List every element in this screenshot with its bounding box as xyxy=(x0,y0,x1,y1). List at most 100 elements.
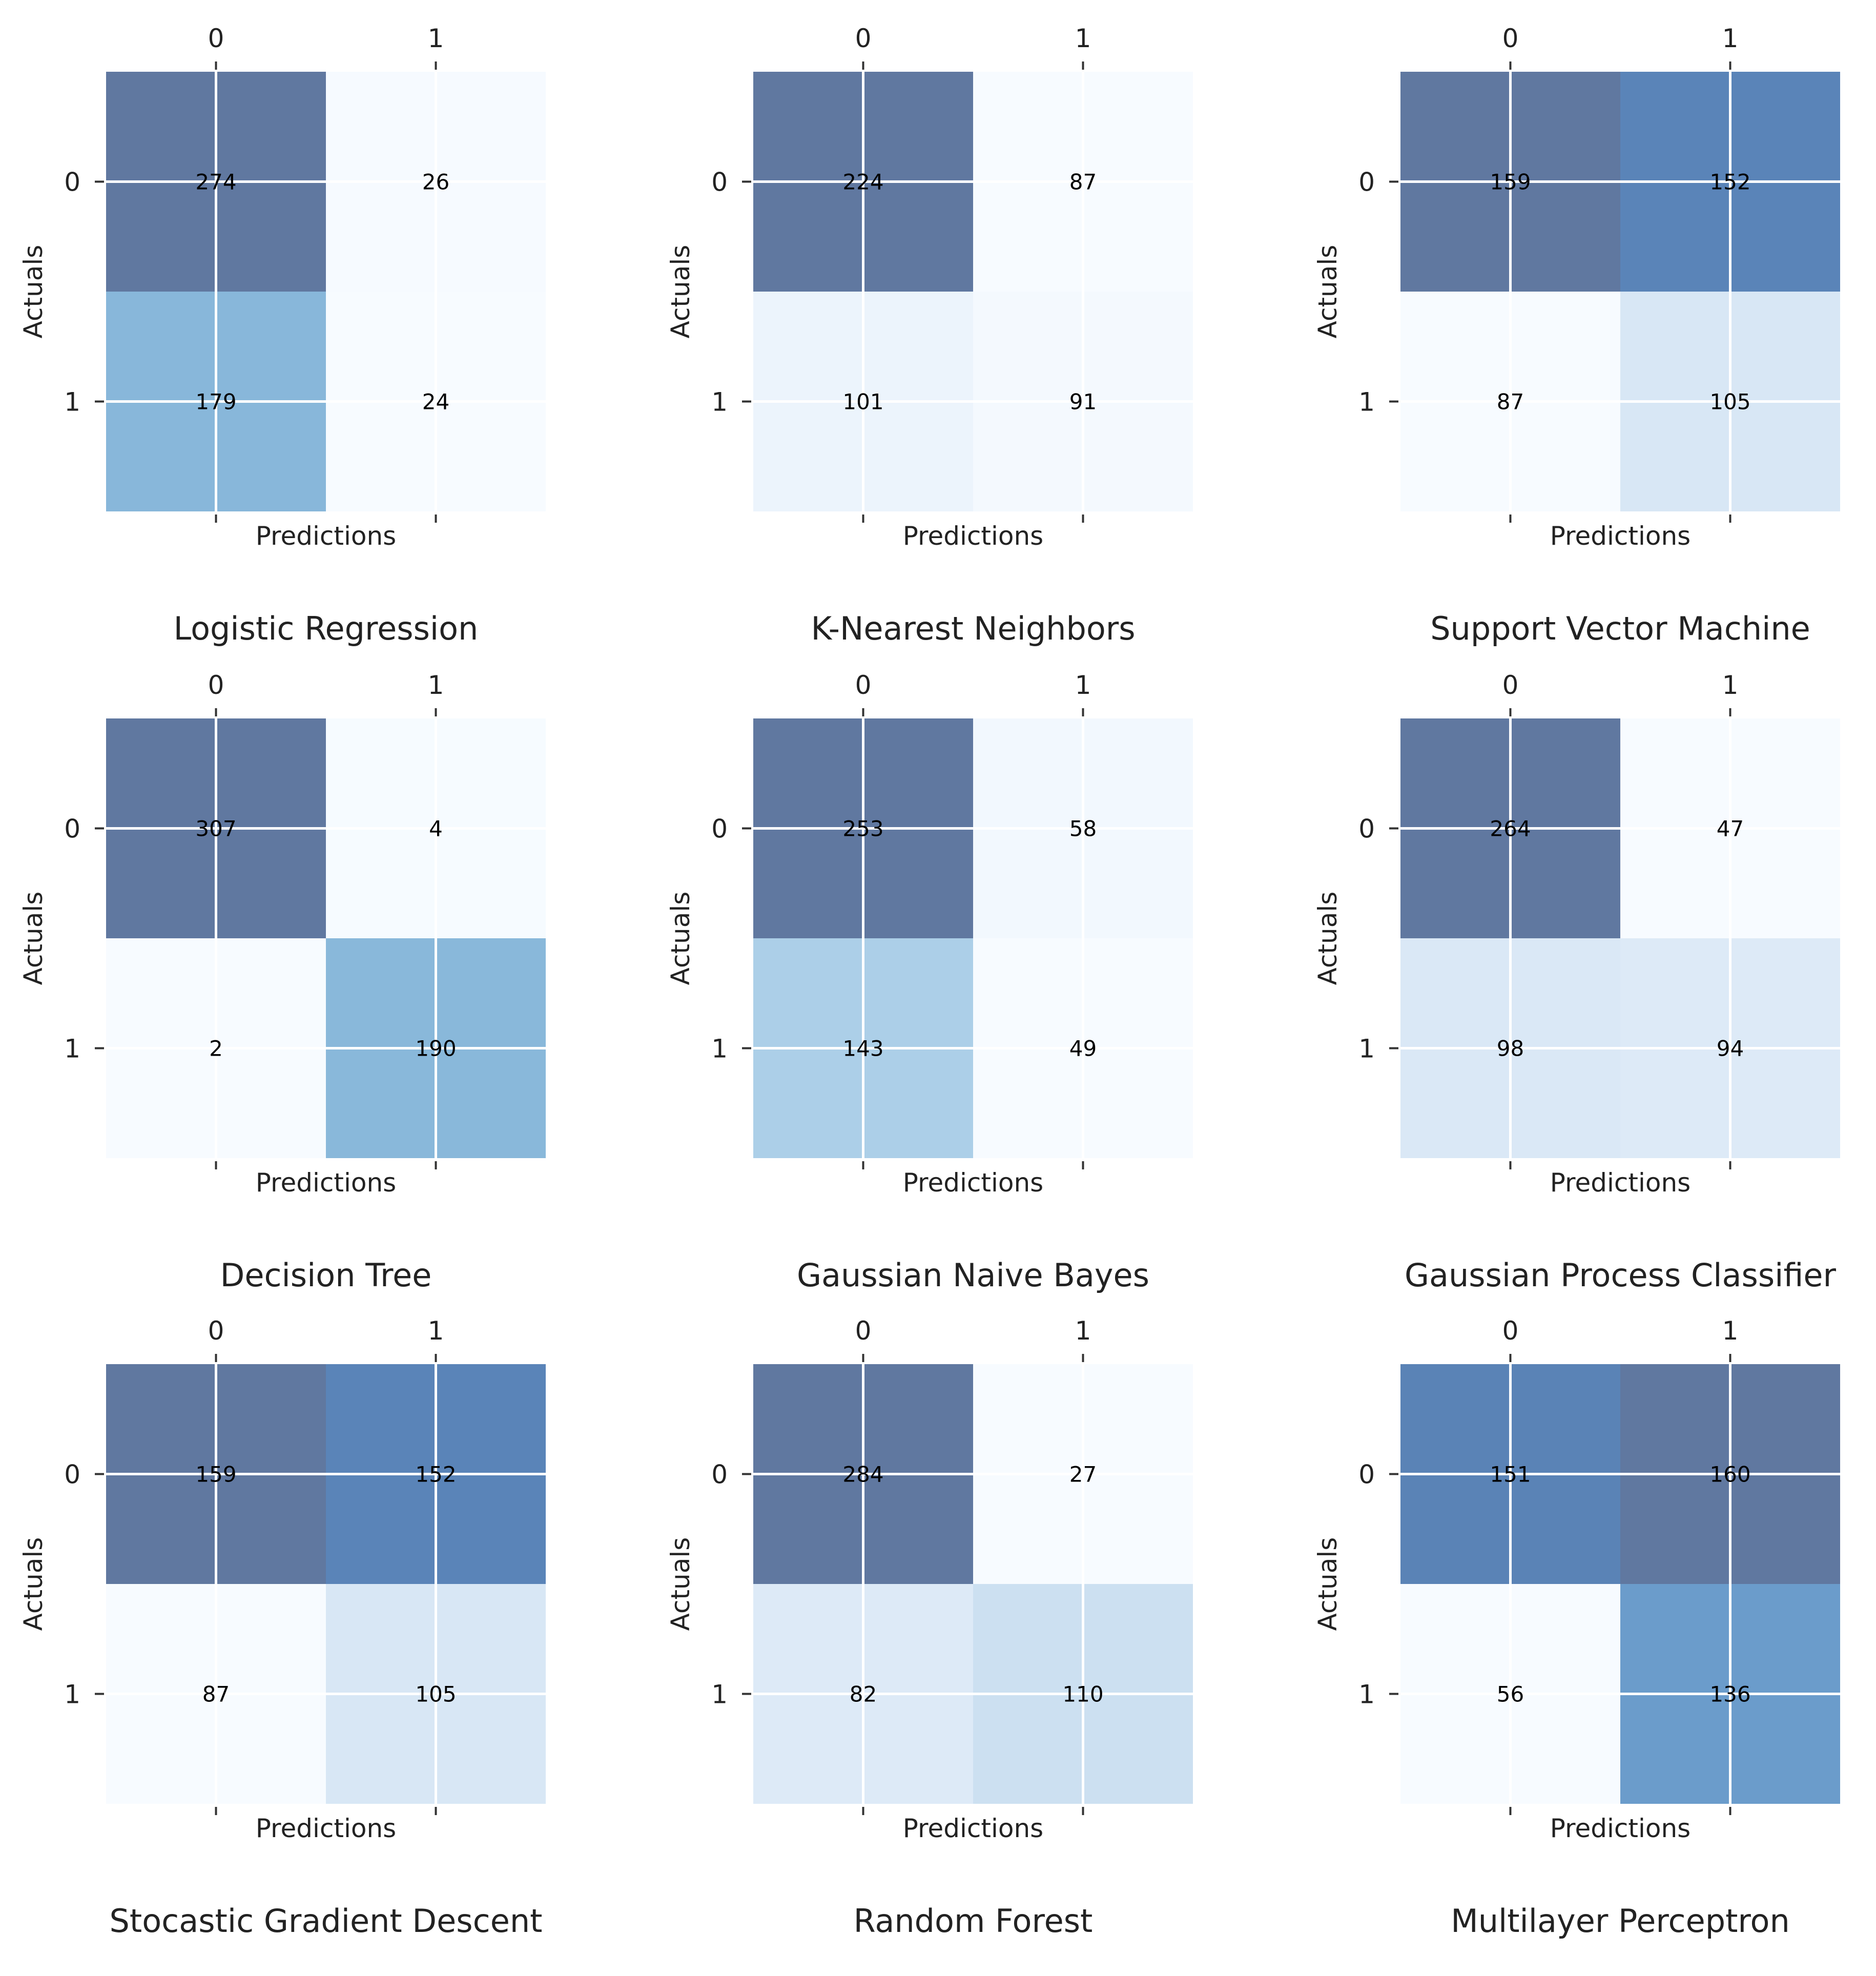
x-tick-label-top: 0 xyxy=(1502,24,1519,53)
cell-value-label: 105 xyxy=(1709,389,1750,415)
cell-value-label: 56 xyxy=(1497,1682,1524,1707)
x-axis-label: Predictions xyxy=(256,1168,396,1198)
cell-value-label: 152 xyxy=(415,1462,456,1487)
x-axis-label: Predictions xyxy=(903,521,1043,551)
x-tick-label-top: 1 xyxy=(1722,1316,1739,1346)
subplot-title: Gaussian Naive Bayes xyxy=(797,1257,1149,1294)
cell-value-label: 49 xyxy=(1069,1036,1097,1061)
y-tick-label: 0 xyxy=(711,168,728,197)
y-axis-label: Actuals xyxy=(666,892,695,985)
y-tick-label: 0 xyxy=(1358,814,1375,844)
cell-value-label: 160 xyxy=(1709,1462,1750,1487)
cell-value-label: 87 xyxy=(1069,170,1097,195)
y-tick-label: 1 xyxy=(64,387,80,417)
cell-value-label: 4 xyxy=(429,816,443,841)
x-axis-label: Predictions xyxy=(256,1814,396,1843)
cell-value-label: 58 xyxy=(1069,816,1097,841)
x-tick-label-top: 0 xyxy=(1502,1316,1519,1346)
y-tick-label: 1 xyxy=(1358,387,1375,417)
cell-value-label: 136 xyxy=(1709,1682,1750,1707)
cell-value-label: 110 xyxy=(1062,1682,1103,1707)
cell-value-label: 91 xyxy=(1069,389,1097,415)
subplot-title: Multilayer Perceptron xyxy=(1451,1902,1790,1940)
y-axis-label: Actuals xyxy=(18,1537,48,1631)
subplot-title: Logistic Regression xyxy=(174,610,479,647)
cell-value-label: 87 xyxy=(202,1682,230,1707)
cell-value-label: 179 xyxy=(195,389,236,415)
cell-value-label: 87 xyxy=(1497,389,1524,415)
x-tick-label-top: 1 xyxy=(1722,24,1739,53)
x-axis-label: Predictions xyxy=(903,1814,1043,1843)
cell-value-label: 94 xyxy=(1717,1036,1744,1061)
x-tick-label-top: 1 xyxy=(428,1316,444,1346)
x-tick-label-top: 0 xyxy=(855,670,872,700)
cell-value-label: 264 xyxy=(1490,816,1531,841)
x-axis-label: Predictions xyxy=(1550,1814,1691,1843)
cell-value-label: 101 xyxy=(842,389,883,415)
x-tick-label-top: 0 xyxy=(208,24,224,53)
x-tick-label-top: 1 xyxy=(1075,670,1091,700)
y-tick-label: 0 xyxy=(711,814,728,844)
y-tick-label: 0 xyxy=(1358,168,1375,197)
cell-value-label: 151 xyxy=(1490,1462,1531,1487)
y-tick-label: 1 xyxy=(711,1034,728,1064)
y-axis-label: Actuals xyxy=(666,1537,695,1631)
cell-value-label: 105 xyxy=(415,1682,456,1707)
y-axis-label: Actuals xyxy=(666,245,695,339)
x-tick-label-top: 1 xyxy=(1722,670,1739,700)
cell-value-label: 82 xyxy=(850,1682,877,1707)
cell-value-label: 47 xyxy=(1717,816,1744,841)
y-tick-label: 1 xyxy=(64,1034,80,1064)
y-axis-label: Actuals xyxy=(18,245,48,339)
x-axis-label: Predictions xyxy=(903,1168,1043,1198)
cell-value-label: 24 xyxy=(422,389,449,415)
subplot-title: Gaussian Process Classifier xyxy=(1405,1257,1837,1294)
cell-value-label: 2 xyxy=(209,1036,223,1061)
cell-value-label: 98 xyxy=(1497,1036,1524,1061)
x-tick-label-top: 0 xyxy=(208,1316,224,1346)
cell-value-label: 253 xyxy=(842,816,883,841)
cell-value-label: 159 xyxy=(195,1462,236,1487)
y-tick-label: 0 xyxy=(1358,1460,1375,1490)
x-axis-label: Predictions xyxy=(256,521,396,551)
cell-value-label: 27 xyxy=(1069,1462,1097,1487)
cell-value-label: 307 xyxy=(195,816,236,841)
x-tick-label-top: 0 xyxy=(208,670,224,700)
subplot-title: Support Vector Machine xyxy=(1430,610,1810,647)
x-tick-label-top: 0 xyxy=(855,24,872,53)
y-tick-label: 0 xyxy=(711,1460,728,1490)
y-axis-label: Actuals xyxy=(1313,245,1343,339)
y-tick-label: 0 xyxy=(64,1460,80,1490)
subplot-title: Decision Tree xyxy=(220,1257,432,1294)
x-tick-label-top: 1 xyxy=(1075,1316,1091,1346)
y-tick-label: 1 xyxy=(1358,1034,1375,1064)
y-axis-label: Actuals xyxy=(1313,892,1343,985)
y-tick-label: 0 xyxy=(64,814,80,844)
x-axis-label: Predictions xyxy=(1550,521,1691,551)
cell-value-label: 152 xyxy=(1709,170,1750,195)
y-tick-label: 1 xyxy=(1358,1680,1375,1710)
cell-value-label: 159 xyxy=(1490,170,1531,195)
x-tick-label-top: 0 xyxy=(855,1316,872,1346)
subplot-title: Random Forest xyxy=(854,1902,1093,1940)
x-tick-label-top: 1 xyxy=(428,24,444,53)
cell-value-label: 26 xyxy=(422,170,449,195)
y-tick-label: 1 xyxy=(711,387,728,417)
cell-value-label: 274 xyxy=(195,170,236,195)
cell-value-label: 143 xyxy=(842,1036,883,1061)
cell-value-label: 190 xyxy=(415,1036,456,1061)
y-axis-label: Actuals xyxy=(18,892,48,985)
y-tick-label: 0 xyxy=(64,168,80,197)
x-axis-label: Predictions xyxy=(1550,1168,1691,1198)
subplot-title: K-Nearest Neighbors xyxy=(811,610,1135,647)
subplot-title: Stocastic Gradient Descent xyxy=(110,1902,543,1940)
y-tick-label: 1 xyxy=(64,1680,80,1710)
cell-value-label: 224 xyxy=(842,170,883,195)
x-tick-label-top: 1 xyxy=(428,670,444,700)
x-tick-label-top: 1 xyxy=(1075,24,1091,53)
x-tick-label-top: 0 xyxy=(1502,670,1519,700)
y-tick-label: 1 xyxy=(711,1680,728,1710)
y-axis-label: Actuals xyxy=(1313,1537,1343,1631)
